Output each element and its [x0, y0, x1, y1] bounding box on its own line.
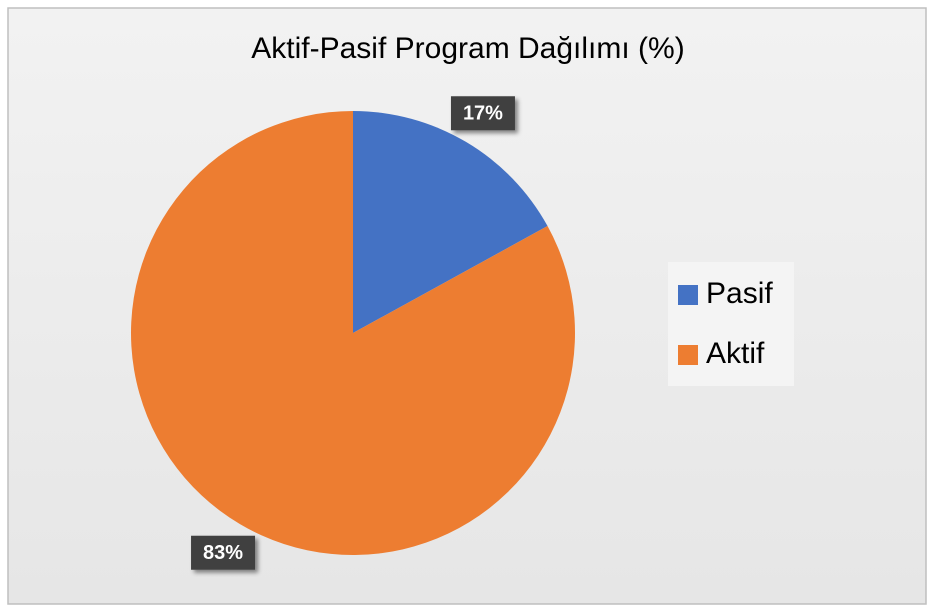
- chart-title: Aktif-Pasif Program Dağılımı (%): [251, 32, 684, 65]
- legend-box: [668, 262, 794, 386]
- data-label: 17%: [463, 103, 503, 125]
- legend-label: Pasif: [706, 277, 773, 310]
- pie-slice: [353, 111, 548, 333]
- legend-swatch: [678, 285, 698, 305]
- pie-slice: [131, 111, 576, 555]
- data-label: 83%: [203, 542, 243, 564]
- legend-swatch: [678, 345, 698, 365]
- data-label-box: [191, 535, 256, 570]
- data-label-box: [450, 96, 515, 131]
- legend-label: Aktif: [706, 337, 765, 370]
